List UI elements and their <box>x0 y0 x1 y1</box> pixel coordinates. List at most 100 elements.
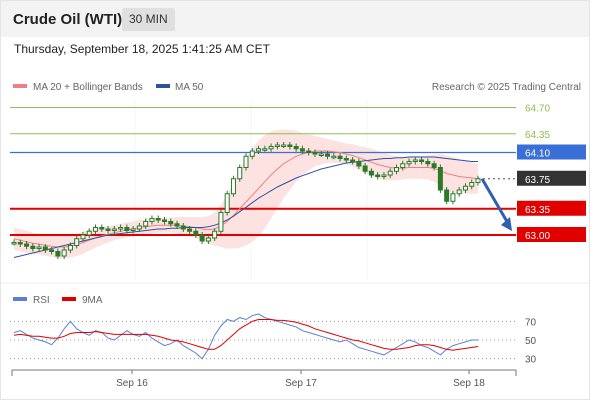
candle <box>293 143 299 152</box>
rsi-ma-line <box>13 319 479 351</box>
candle <box>130 226 136 234</box>
candle-body <box>237 167 243 180</box>
candle <box>343 155 349 163</box>
candle <box>74 235 80 249</box>
header-bar: Crude Oil (WTI) 30 MIN <box>1 1 589 37</box>
candle <box>368 168 374 178</box>
candle <box>444 187 450 205</box>
candle <box>237 164 243 182</box>
candle <box>387 168 393 178</box>
axis-label-sep-18: Sep 18 <box>453 378 485 389</box>
candle-body <box>475 178 481 183</box>
candle-body <box>118 227 124 230</box>
ma50-line <box>13 156 478 258</box>
candle <box>80 232 86 242</box>
candle-body <box>256 148 262 152</box>
candle-body <box>187 228 193 232</box>
candle-body <box>249 150 255 157</box>
candle <box>425 158 431 167</box>
candle <box>124 224 130 234</box>
timestamp: Thursday, September 18, 2025 1:41:25 AM … <box>14 42 270 56</box>
candle <box>218 209 224 235</box>
candle-body <box>49 249 55 252</box>
candle-body <box>80 234 86 240</box>
ma50-legend-label: MA 50 <box>175 82 204 93</box>
candle-body <box>86 230 92 236</box>
projection-arrow-shaft <box>480 177 511 226</box>
candle <box>55 248 61 259</box>
candle <box>143 218 149 229</box>
candle <box>49 247 55 255</box>
candle <box>199 232 205 244</box>
ma20-legend-label: MA 20 + Bollinger Bands <box>33 82 143 93</box>
candle <box>419 157 425 165</box>
candle <box>243 153 249 171</box>
candle <box>337 153 343 162</box>
projection-arrow <box>480 177 512 231</box>
level-label-64.35: 64.35 <box>525 130 550 141</box>
candle-body <box>412 159 418 162</box>
candle-body <box>331 155 337 159</box>
candle <box>306 148 312 156</box>
candle-body <box>437 167 443 191</box>
candle-body <box>375 174 381 177</box>
candle <box>450 190 456 205</box>
candle <box>381 172 387 180</box>
candle-body <box>306 150 312 153</box>
candle <box>67 242 73 253</box>
candle <box>375 172 381 180</box>
candle-body <box>293 146 299 150</box>
candles <box>11 142 481 259</box>
candle <box>249 148 255 160</box>
candle-body <box>17 242 23 245</box>
candle <box>325 151 331 160</box>
projection-arrow-head <box>501 217 512 231</box>
candle <box>161 217 167 225</box>
candle <box>224 190 230 216</box>
candle <box>155 215 161 223</box>
candle <box>393 164 399 175</box>
candle-body <box>230 178 236 195</box>
candle-body <box>61 249 67 257</box>
candle <box>431 160 437 171</box>
candle-body <box>205 237 211 242</box>
candle-body <box>55 251 61 257</box>
candle-body <box>136 225 142 230</box>
candle-body <box>350 159 356 162</box>
level-labels: 64.70 64.35 64.10 63.75 63.35 63.00 <box>517 104 586 242</box>
candle <box>212 228 218 241</box>
candle-body <box>124 227 130 231</box>
candle <box>205 235 211 244</box>
candle <box>469 179 475 190</box>
candle <box>180 223 186 232</box>
level-label-63.00: 63.00 <box>525 231 550 242</box>
candle-body <box>36 246 42 249</box>
candle <box>406 158 412 167</box>
candle <box>475 175 481 186</box>
candle-body <box>199 234 205 242</box>
candle <box>42 244 48 253</box>
candle-body <box>24 243 30 247</box>
candle-body <box>419 159 425 162</box>
timeframe-badge[interactable]: 30 MIN <box>122 8 175 31</box>
ma50-legend-swatch <box>156 84 170 88</box>
candle-body <box>111 228 117 231</box>
level-label-64.10: 64.10 <box>525 149 550 160</box>
candle-body <box>356 161 362 167</box>
candle <box>437 164 443 193</box>
candle-body <box>224 193 230 213</box>
moving-averages <box>13 150 479 258</box>
candle-body <box>180 225 186 230</box>
candle-body <box>406 161 412 165</box>
candle <box>24 241 30 250</box>
candle-body <box>193 230 199 236</box>
candle <box>268 143 274 152</box>
candle <box>17 239 23 247</box>
candle-body <box>425 161 431 165</box>
candle-body <box>368 170 374 176</box>
candle <box>312 149 318 157</box>
rsi-legend-swatch <box>13 297 27 301</box>
candle-body <box>243 155 249 168</box>
